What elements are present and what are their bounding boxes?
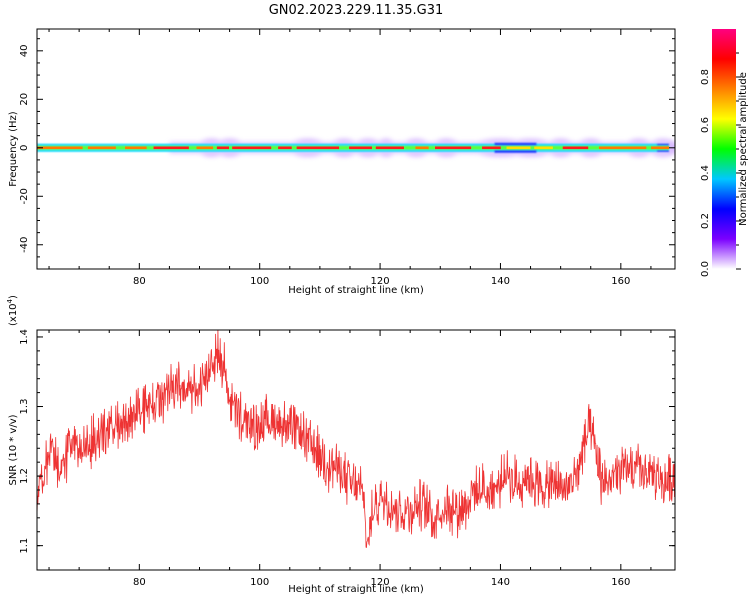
spectrogram-core-segment	[506, 146, 531, 150]
snr-series-line	[37, 330, 675, 548]
spectrogram-core-segment	[125, 146, 147, 150]
colorbar: 0.0 0.2 0.4 0.6 0.8 Normalized spectral ampl…	[700, 29, 749, 277]
colorbar-tick-label: 0.2	[700, 213, 711, 229]
spectrogram-xtick-label: 100	[250, 276, 269, 287]
colorbar-axes: 0.0 0.2 0.4 0.6 0.8	[700, 52, 741, 277]
spectrogram-ytick-label: -20	[19, 188, 30, 204]
snr-axes: 80 100 120 140 160 1.1 1.2 1.3 1.4	[19, 329, 676, 588]
colorbar-tick-label: 0.8	[700, 69, 711, 85]
spectrogram-frame	[36, 28, 676, 270]
spectrogram-core-segment	[296, 146, 340, 150]
spectrogram-ylabel: Frequency (Hz)	[8, 111, 19, 187]
snr-xtick-label: 120	[371, 577, 390, 588]
spectrogram-core-segment	[153, 146, 189, 150]
spectrogram-plot-area	[37, 138, 675, 157]
spectrogram-core-segment	[349, 146, 372, 150]
snr-xtick-label: 80	[133, 577, 146, 588]
snr-ytick-label: 1.2	[19, 468, 30, 484]
colorbar-gradient	[712, 29, 736, 269]
colorbar-tick-label: 0.4	[700, 165, 711, 181]
spectrogram-core-segment	[435, 146, 472, 150]
snr-xlabel: Height of straight line (km)	[288, 584, 424, 595]
spectrogram-ytick-label: 40	[19, 44, 30, 57]
spectrogram-ytick-label: -40	[19, 237, 30, 253]
spectrogram-core-segment	[598, 146, 647, 150]
colorbar-tick-label: 0.6	[700, 117, 711, 133]
figure-title: GN02.2023.229.11.35.G31	[269, 3, 444, 18]
spectrogram-xtick-label: 80	[133, 276, 146, 287]
spectrogram-xtick-label: 160	[611, 276, 630, 287]
spectrogram-core-segment	[232, 146, 272, 150]
snr-ytick-label: 1.3	[19, 399, 30, 415]
spectrogram-xlabel: Height of straight line (km)	[288, 285, 424, 296]
snr-scale-label: (x104)	[6, 295, 19, 326]
spectrogram-xtick-label: 120	[371, 276, 390, 287]
spectrogram-core-segment	[87, 146, 116, 150]
spectrogram-core-segment	[415, 146, 429, 150]
snr-ytick-label: 1.1	[19, 538, 30, 554]
spectrogram-core-segment	[37, 146, 83, 150]
spectrogram-core-segment	[562, 146, 589, 150]
snr-xtick-label: 160	[611, 577, 630, 588]
spectrogram-core-segment	[375, 146, 404, 150]
spectrogram-core-segment	[196, 146, 214, 150]
snr-xtick-label: 140	[491, 577, 510, 588]
snr-panel: 80 100 120 140 160 1.1 1.2 1.3 1.4 SNR (10 * v/v…	[6, 295, 676, 595]
spectrogram-ytick-label: 20	[19, 93, 30, 106]
spectrogram-ytick-label: 0	[19, 145, 30, 151]
colorbar-label: Normalized spectral amplitude	[738, 72, 749, 226]
snr-plot-area	[37, 330, 675, 548]
spectrogram-panel: 80 100 120 140 160 40 20 0 -20 -40 Frequency (Hz)…	[8, 28, 676, 296]
snr-xtick-label: 100	[250, 577, 269, 588]
spectrogram-core-segment	[534, 146, 553, 150]
spectrogram-core-segment	[482, 146, 501, 150]
spectrogram-band-core	[37, 146, 669, 150]
snr-ytick-label: 1.4	[19, 329, 30, 345]
spectrogram-core-segment	[278, 146, 292, 150]
spectrogram-xtick-label: 140	[491, 276, 510, 287]
spectrogram-core-segment	[651, 146, 669, 150]
snr-ylabel: SNR (10 * v/v)	[8, 414, 19, 485]
colorbar-tick-label: 0.0	[700, 261, 711, 277]
snr-frame	[36, 329, 676, 571]
spectrogram-axes: 80 100 120 140 160 40 20 0 -20 -40	[19, 28, 676, 287]
spectrogram-core-segment	[216, 146, 230, 150]
